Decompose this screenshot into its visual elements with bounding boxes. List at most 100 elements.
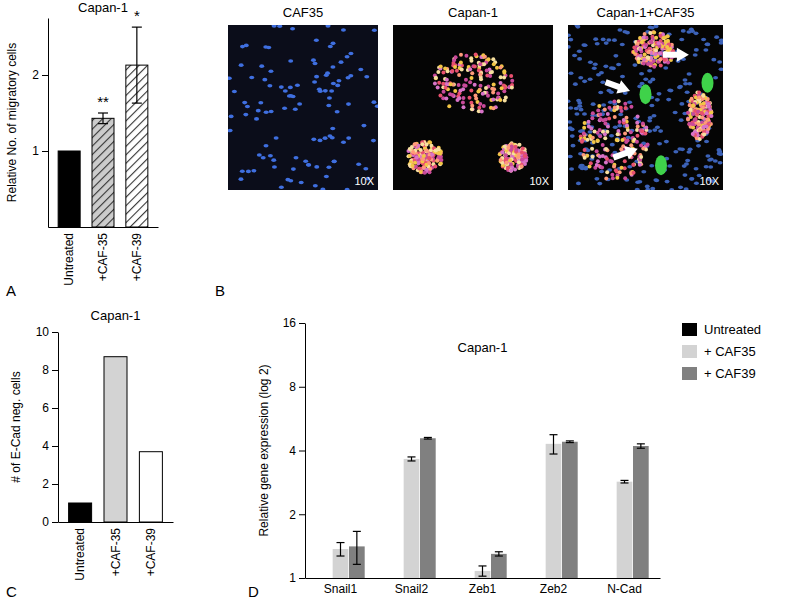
- cell: [483, 55, 487, 59]
- cell: [457, 83, 461, 87]
- nucleus: [573, 82, 578, 86]
- cell: [616, 138, 620, 142]
- nucleus: [312, 80, 317, 84]
- nucleus: [595, 42, 600, 46]
- cell: [490, 70, 494, 74]
- error-cap: [408, 460, 416, 461]
- nucleus: [268, 154, 273, 158]
- cell: [704, 124, 708, 128]
- nucleus: [677, 86, 682, 90]
- cell: [415, 156, 419, 160]
- cell: [701, 105, 705, 109]
- cell: [612, 165, 616, 169]
- cell: [410, 145, 414, 149]
- cell: [492, 82, 496, 86]
- bar: [546, 444, 562, 578]
- cell: [702, 133, 706, 137]
- cell: [622, 118, 626, 122]
- cell: [450, 93, 454, 97]
- cell: [638, 47, 642, 51]
- nucleus: [650, 78, 655, 82]
- error-bar: [637, 444, 645, 448]
- nucleus: [239, 63, 244, 67]
- x-tick: Snail2: [395, 578, 429, 596]
- cell: [603, 136, 607, 140]
- y-tick-mark: [299, 578, 305, 579]
- cell: [520, 165, 524, 169]
- nucleus: [251, 169, 256, 173]
- nucleus: [361, 124, 366, 128]
- nucleus: [254, 117, 259, 121]
- x-tick: +CAF-35: [109, 522, 123, 576]
- nucleus: [685, 90, 690, 94]
- x-axis: Untreated+CAF-35+CAF-39: [49, 227, 159, 286]
- cell: [436, 86, 440, 90]
- nucleus: [228, 76, 232, 80]
- nucleus: [326, 104, 331, 108]
- error-stem: [136, 27, 137, 103]
- error-cap: [550, 434, 558, 435]
- nucleus: [577, 57, 582, 61]
- cell: [663, 58, 667, 62]
- cell: [613, 115, 617, 119]
- nucleus: [306, 163, 311, 167]
- nucleus: [592, 66, 597, 70]
- cell: [595, 163, 599, 167]
- legend-swatch: [682, 323, 697, 336]
- x-tick: +CAF-39: [130, 227, 144, 281]
- y-tick-mark: [52, 370, 58, 371]
- cell: [613, 105, 617, 109]
- nucleus: [323, 136, 328, 140]
- nucleus: [330, 136, 335, 140]
- cell: [666, 34, 670, 38]
- cell: [646, 142, 650, 146]
- cell: [583, 148, 587, 152]
- cell: [639, 155, 643, 159]
- cell: [629, 130, 633, 134]
- nucleus: [655, 98, 660, 102]
- cell: [509, 169, 513, 173]
- y-tick: 2: [32, 68, 48, 82]
- plot-marks: [333, 435, 649, 578]
- legend-label: Untreated: [704, 322, 761, 337]
- nucleus: [264, 110, 269, 114]
- nucleus: [268, 69, 273, 73]
- nucleus: [681, 29, 686, 33]
- nucleus: [229, 115, 234, 119]
- nucleus: [341, 140, 346, 144]
- nucleus: [649, 164, 654, 168]
- nucleus: [291, 167, 296, 171]
- cell: [644, 43, 648, 47]
- y-tick-mark: [299, 451, 305, 452]
- cell: [510, 86, 514, 90]
- cell: [705, 118, 709, 122]
- cell: [636, 125, 640, 129]
- nucleus: [718, 152, 723, 156]
- nucleus: [713, 159, 718, 163]
- nucleus: [330, 127, 335, 131]
- cell: [474, 52, 478, 56]
- cell: [438, 93, 442, 97]
- nucleus: [299, 181, 304, 185]
- nucleus: [600, 80, 605, 84]
- nucleus: [256, 109, 261, 113]
- nucleus: [303, 160, 308, 164]
- cell: [461, 105, 465, 109]
- cell: [604, 177, 608, 181]
- nucleus: [620, 75, 625, 79]
- plot-marks: [58, 27, 148, 227]
- nucleus: [666, 98, 671, 102]
- nucleus: [711, 58, 716, 62]
- nucleus: [312, 62, 317, 66]
- cell: [689, 108, 693, 112]
- cell: [639, 143, 643, 147]
- error-stem: [498, 552, 499, 556]
- nucleus: [318, 89, 323, 93]
- cell: [619, 106, 623, 110]
- cell: [705, 111, 709, 115]
- y-tick-label: 8: [42, 363, 49, 377]
- nucleus: [717, 60, 722, 64]
- cell: [428, 170, 432, 174]
- error-cap: [637, 443, 645, 444]
- cell: [702, 101, 706, 105]
